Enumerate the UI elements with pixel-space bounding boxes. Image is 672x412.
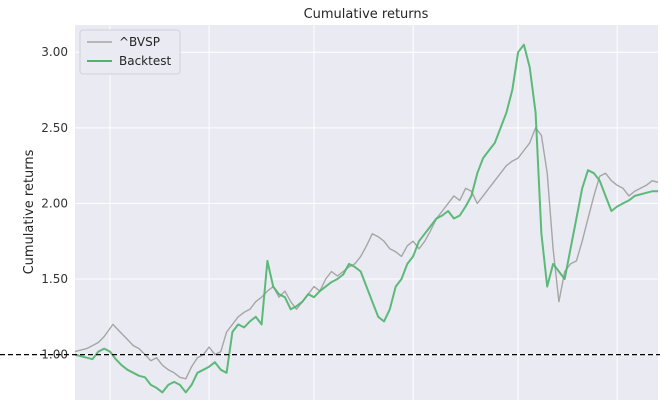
legend-box (79, 29, 181, 75)
y-axis-label: Cumulative returns (22, 149, 37, 274)
y-tick-label: 2.50 (41, 121, 68, 135)
y-tick-label: 2.00 (41, 196, 68, 210)
plot-background (75, 25, 658, 400)
x-gridlines (109, 25, 618, 400)
y-tick-label: 1.50 (41, 272, 68, 286)
legend-label-backtest: Backtest (119, 54, 171, 68)
legend-label-bvsp: ^BVSP (119, 35, 160, 49)
y-tick-label: 3.00 (41, 45, 68, 59)
y-tick-label: 1.00 (41, 348, 68, 362)
legend: ^BVSP Backtest (79, 29, 181, 75)
series-lines (74, 43, 659, 394)
y-tick-labels: 1.00 1.50 2.00 2.50 3.00 (41, 45, 68, 361)
chart-title: Cumulative returns (304, 7, 429, 22)
series-line-backtest (74, 43, 658, 394)
